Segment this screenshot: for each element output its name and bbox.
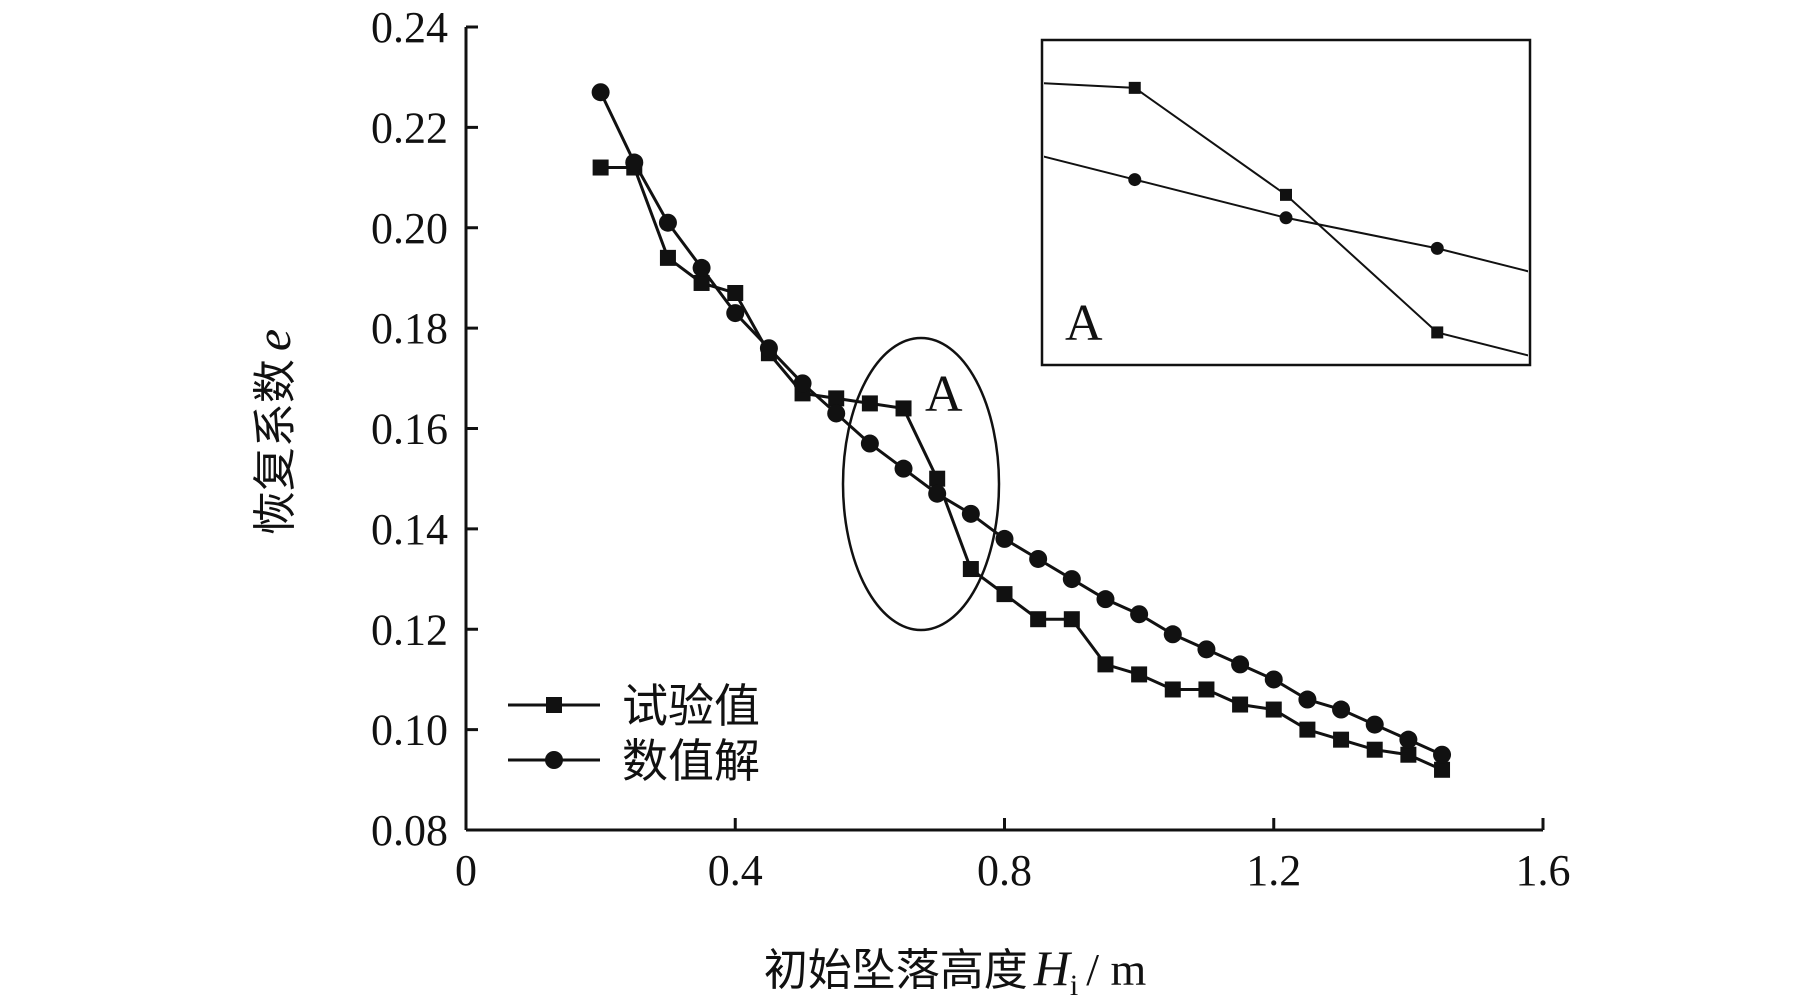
data-point-square [727, 284, 744, 301]
series-layer [591, 83, 1452, 778]
data-point-circle [1062, 570, 1081, 589]
x-tick-label: 1.2 [1246, 846, 1301, 895]
data-point-square [1232, 696, 1249, 713]
x-axis-title-text: 初始坠落高度 [764, 945, 1028, 996]
y-tick-label: 0.18 [371, 304, 448, 353]
data-point-square [996, 586, 1013, 603]
legend-circle-marker [545, 751, 563, 769]
data-point-square [659, 249, 676, 266]
annotation-ellipse [841, 336, 1001, 632]
y-axis-title-text: 恢复系数 [250, 359, 301, 535]
data-point-circle [1231, 655, 1250, 674]
data-point-square [1131, 666, 1148, 683]
data-point-square [1400, 746, 1417, 763]
inset-point-square [978, 74, 990, 86]
inset-point-square [1280, 188, 1292, 201]
x-axis-title: 初始坠落高度 Hi / m [764, 940, 1147, 999]
inset-point-square [1431, 326, 1444, 339]
inset-point-circle [1430, 241, 1444, 255]
y-axis-title: 恢复系数 e [245, 329, 301, 535]
data-point-circle [1130, 605, 1149, 624]
data-point-circle [995, 529, 1014, 548]
data-point-circle [793, 374, 812, 393]
legend: 试验值 数值解 [508, 679, 760, 788]
y-tick-label: 0.10 [371, 706, 448, 755]
y-tick-label: 0.16 [371, 405, 448, 454]
x-tick-label: 0.8 [977, 846, 1032, 895]
data-point-circle [1264, 670, 1283, 689]
legend-label-test: 试验值 [622, 679, 760, 733]
data-point-square [1434, 761, 1451, 778]
data-point-square [1299, 721, 1316, 738]
inset-point-square [1583, 365, 1595, 377]
x-tick-label: 0 [455, 846, 477, 895]
inset-series [977, 74, 1595, 377]
x-axis-title-sub: i [1070, 969, 1078, 999]
data-point-square [929, 470, 946, 487]
y-tick-label: 0.22 [371, 103, 448, 152]
data-point-square [962, 561, 979, 578]
legend-label-numerical: 数值解 [622, 734, 760, 788]
data-point-circle [894, 459, 913, 478]
inset-label: A [1065, 295, 1103, 352]
x-ticks: 0 0.4 0.8 1.2 1.6 [455, 818, 1571, 895]
y-tick-label: 0.12 [371, 605, 448, 654]
data-point-circle [692, 258, 711, 277]
data-point-circle [1197, 640, 1216, 659]
data-point-square [693, 274, 710, 291]
data-point-circle [1163, 625, 1182, 644]
data-point-square [1030, 611, 1047, 628]
y-ticks: 0.08 0.10 0.12 0.14 0.16 0.18 0.20 0.22 0.24 [371, 3, 478, 855]
inset-point-circle [1582, 280, 1595, 293]
data-point-circle [1096, 590, 1115, 609]
x-tick-label: 1.6 [1516, 846, 1571, 895]
x-tick-label: 0.4 [708, 846, 763, 895]
data-point-circle [1029, 549, 1048, 568]
data-point-square [1333, 731, 1350, 748]
annotation-label: A [925, 366, 963, 423]
data-point-square [1097, 656, 1114, 673]
y-tick-label: 0.20 [371, 204, 448, 253]
data-point-circle [961, 504, 980, 523]
data-point-circle [591, 83, 610, 102]
legend-item-numerical: 数值解 [508, 734, 760, 788]
data-point-circle [759, 339, 778, 358]
data-point-square [1366, 741, 1383, 758]
y-tick-label: 0.08 [371, 806, 448, 855]
data-point-square [1198, 681, 1215, 698]
data-point-square [1265, 701, 1282, 718]
data-point-circle [827, 404, 846, 423]
y-tick-label: 0.14 [371, 505, 448, 554]
data-point-circle [1298, 690, 1317, 709]
data-point-square [592, 159, 609, 176]
data-point-circle [726, 304, 745, 323]
legend-item-test: 试验值 [508, 679, 760, 733]
legend-square-marker [546, 697, 562, 713]
data-point-square [828, 390, 845, 407]
y-axis-title-var: e [245, 329, 301, 351]
data-point-circle [1433, 745, 1452, 764]
data-point-square [861, 395, 878, 412]
inset-point-circle [977, 135, 990, 148]
inset-point-square [1128, 81, 1141, 94]
x-axis-title-var: H [1033, 940, 1073, 996]
data-point-circle [1399, 730, 1418, 749]
data-point-circle [1332, 700, 1351, 719]
data-point-square [1063, 611, 1080, 628]
y-tick-label: 0.24 [371, 3, 448, 52]
inset-box [1040, 38, 1532, 367]
inset-layer [977, 74, 1595, 377]
data-point-circle [1365, 715, 1384, 734]
data-point-circle [928, 484, 947, 503]
data-point-circle [658, 213, 677, 232]
data-point-circle [625, 153, 644, 172]
x-axis-title-unit: / m [1086, 944, 1146, 995]
inset-point-circle [1279, 211, 1293, 225]
data-point-square [895, 400, 912, 417]
inset-point-circle [1128, 173, 1142, 187]
data-point-square [1164, 681, 1181, 698]
data-point-circle [860, 434, 879, 453]
